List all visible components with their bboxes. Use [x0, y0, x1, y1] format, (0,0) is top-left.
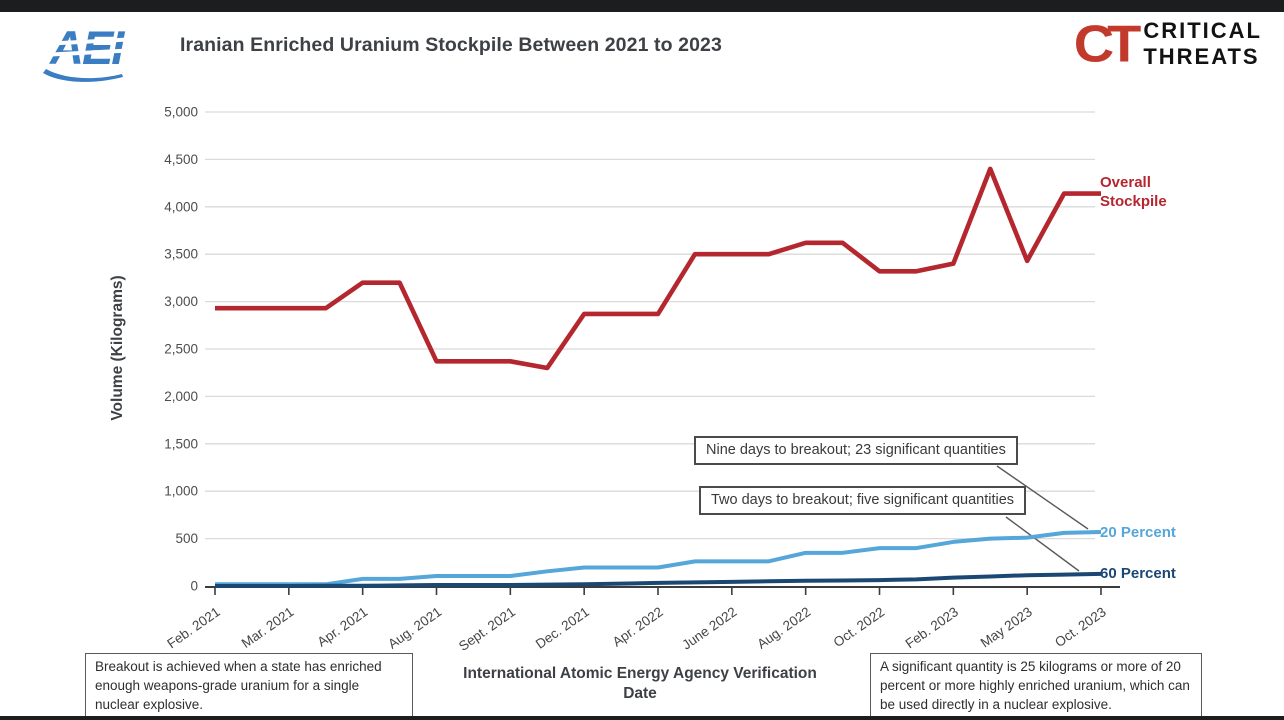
- y-tick-label: 4,000: [164, 199, 198, 214]
- y-tick-label: 5,000: [164, 105, 198, 120]
- series-line-60-percent: [215, 571, 1102, 588]
- series-label-20-percent: 20 Percent: [1100, 524, 1176, 541]
- series-label-overall-stockpile: Overall Stockpile: [1100, 174, 1167, 210]
- top-black-bar: [0, 0, 1284, 12]
- x-tick-label: Dec. 2021: [533, 604, 592, 652]
- y-tick-label: 3,500: [164, 247, 198, 262]
- x-tick-label: Feb. 2023: [903, 604, 961, 651]
- y-tick-label: 2,500: [164, 342, 198, 357]
- page-title: Iranian Enriched Uranium Stockpile Betwe…: [180, 34, 722, 56]
- footnote-breakout-definition: Breakout is achieved when a state has en…: [85, 653, 413, 720]
- annotation-two-days-breakout: Two days to breakout; five significant q…: [699, 486, 1027, 515]
- x-tick-label: Aug. 2021: [385, 604, 444, 652]
- y-axis-title: Volume (Kilograms): [109, 275, 126, 421]
- aei-logo-graphic: AEI: [43, 21, 157, 82]
- y-tick-label: 500: [175, 531, 198, 546]
- series-label-60-percent: 60 Percent: [1100, 565, 1176, 582]
- y-tick-label: 3,000: [164, 294, 198, 309]
- x-tick-label: Feb. 2021: [164, 604, 222, 651]
- x-tick-label: Mar. 2021: [239, 604, 297, 651]
- bottom-black-bar: [0, 716, 1284, 720]
- ct-monogram: CT: [1073, 14, 1142, 73]
- annotation-leader-line: [1005, 516, 1080, 572]
- critical-threats-logo: CT CRITICAL THREATS: [1074, 16, 1262, 72]
- annotation-leader-line: [996, 465, 1089, 530]
- x-tick-label: Apr. 2022: [610, 604, 666, 649]
- footnote-significant-quantity-definition: A significant quantity is 25 kilograms o…: [870, 653, 1202, 720]
- ct-wordmark-line1: CRITICAL: [1143, 18, 1262, 44]
- y-tick-label: 1,000: [164, 484, 198, 499]
- aei-logo-swoosh: [43, 69, 123, 82]
- ct-wordmark: CRITICAL THREATS: [1143, 18, 1262, 69]
- x-tick-label: Oct. 2022: [831, 604, 888, 650]
- x-axis-title: International Atomic Energy Agency Verif…: [463, 665, 817, 703]
- ct-wordmark-line2: THREATS: [1143, 44, 1260, 69]
- aei-logo: AEI: [42, 20, 162, 82]
- x-tick-label: Sept. 2021: [456, 604, 518, 654]
- annotation-nine-days-breakout: Nine days to breakout; 23 significant qu…: [694, 436, 1018, 465]
- x-tick-label: Aug. 2022: [754, 604, 813, 652]
- aei-logo-text: AEI: [49, 21, 125, 74]
- series-line-overall-stockpile: [215, 166, 1101, 371]
- x-tick-label: May 2023: [978, 604, 1035, 650]
- series-line-20-percent: [215, 529, 1102, 587]
- aei-logo-stripe: [43, 36, 157, 46]
- x-tick-label: Oct. 2023: [1052, 604, 1109, 650]
- y-tick-label: 0: [190, 579, 198, 594]
- aei-logo-stripe: [43, 47, 157, 57]
- x-tick-label: Apr. 2021: [314, 604, 370, 649]
- x-tick-label: June 2022: [679, 604, 739, 652]
- y-tick-label: 1,500: [164, 436, 198, 451]
- y-tick-label: 2,000: [164, 389, 198, 404]
- y-tick-label: 4,500: [164, 152, 198, 167]
